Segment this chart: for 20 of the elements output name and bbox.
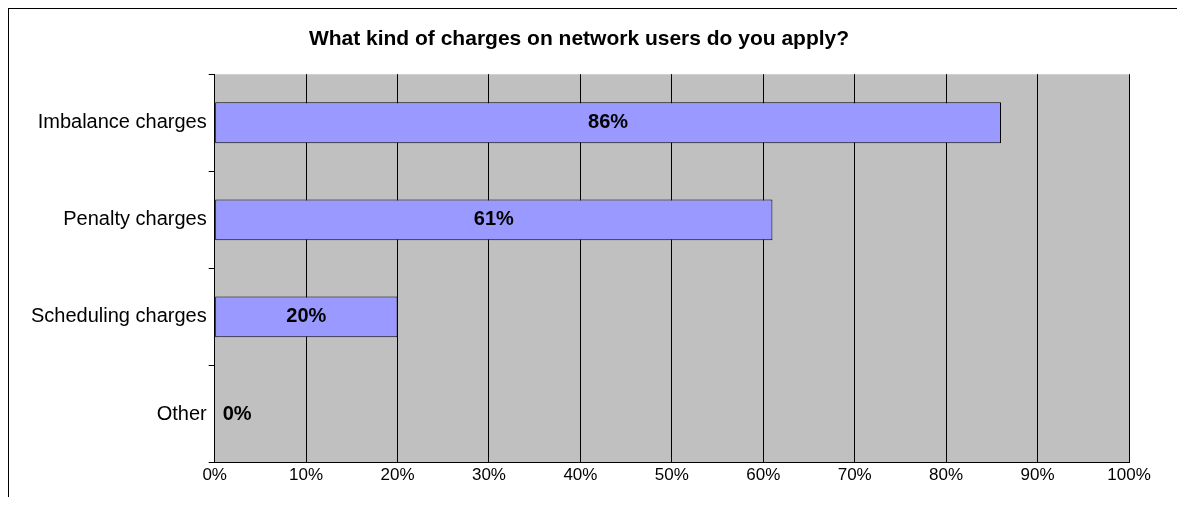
x-tick-label: 10%: [289, 465, 324, 485]
y-tick-label: Imbalance charges: [37, 110, 207, 133]
y-tick-label: Other: [156, 401, 207, 424]
x-tick-label: 100%: [1107, 465, 1151, 485]
x-tick-label: 20%: [380, 465, 415, 485]
data-label: 20%: [286, 304, 327, 327]
data-label: 0%: [222, 401, 252, 424]
y-tick-label: Scheduling charges: [30, 304, 207, 327]
x-tick-label: 50%: [654, 465, 689, 485]
y-tick-label: Penalty charges: [63, 207, 207, 230]
x-tick-label: 80%: [929, 465, 964, 485]
x-tick-label: 70%: [837, 465, 872, 485]
x-tick-label: 90%: [1020, 465, 1055, 485]
chart-title: What kind of charges on network users do you apply?: [308, 26, 850, 50]
x-tick-label: 40%: [563, 465, 598, 485]
data-label: 86%: [588, 110, 629, 133]
data-label: 61%: [473, 207, 515, 230]
x-tick-label: 0%: [202, 465, 227, 485]
x-tick-label: 30%: [471, 465, 506, 485]
x-tick-label: 60%: [746, 465, 781, 485]
